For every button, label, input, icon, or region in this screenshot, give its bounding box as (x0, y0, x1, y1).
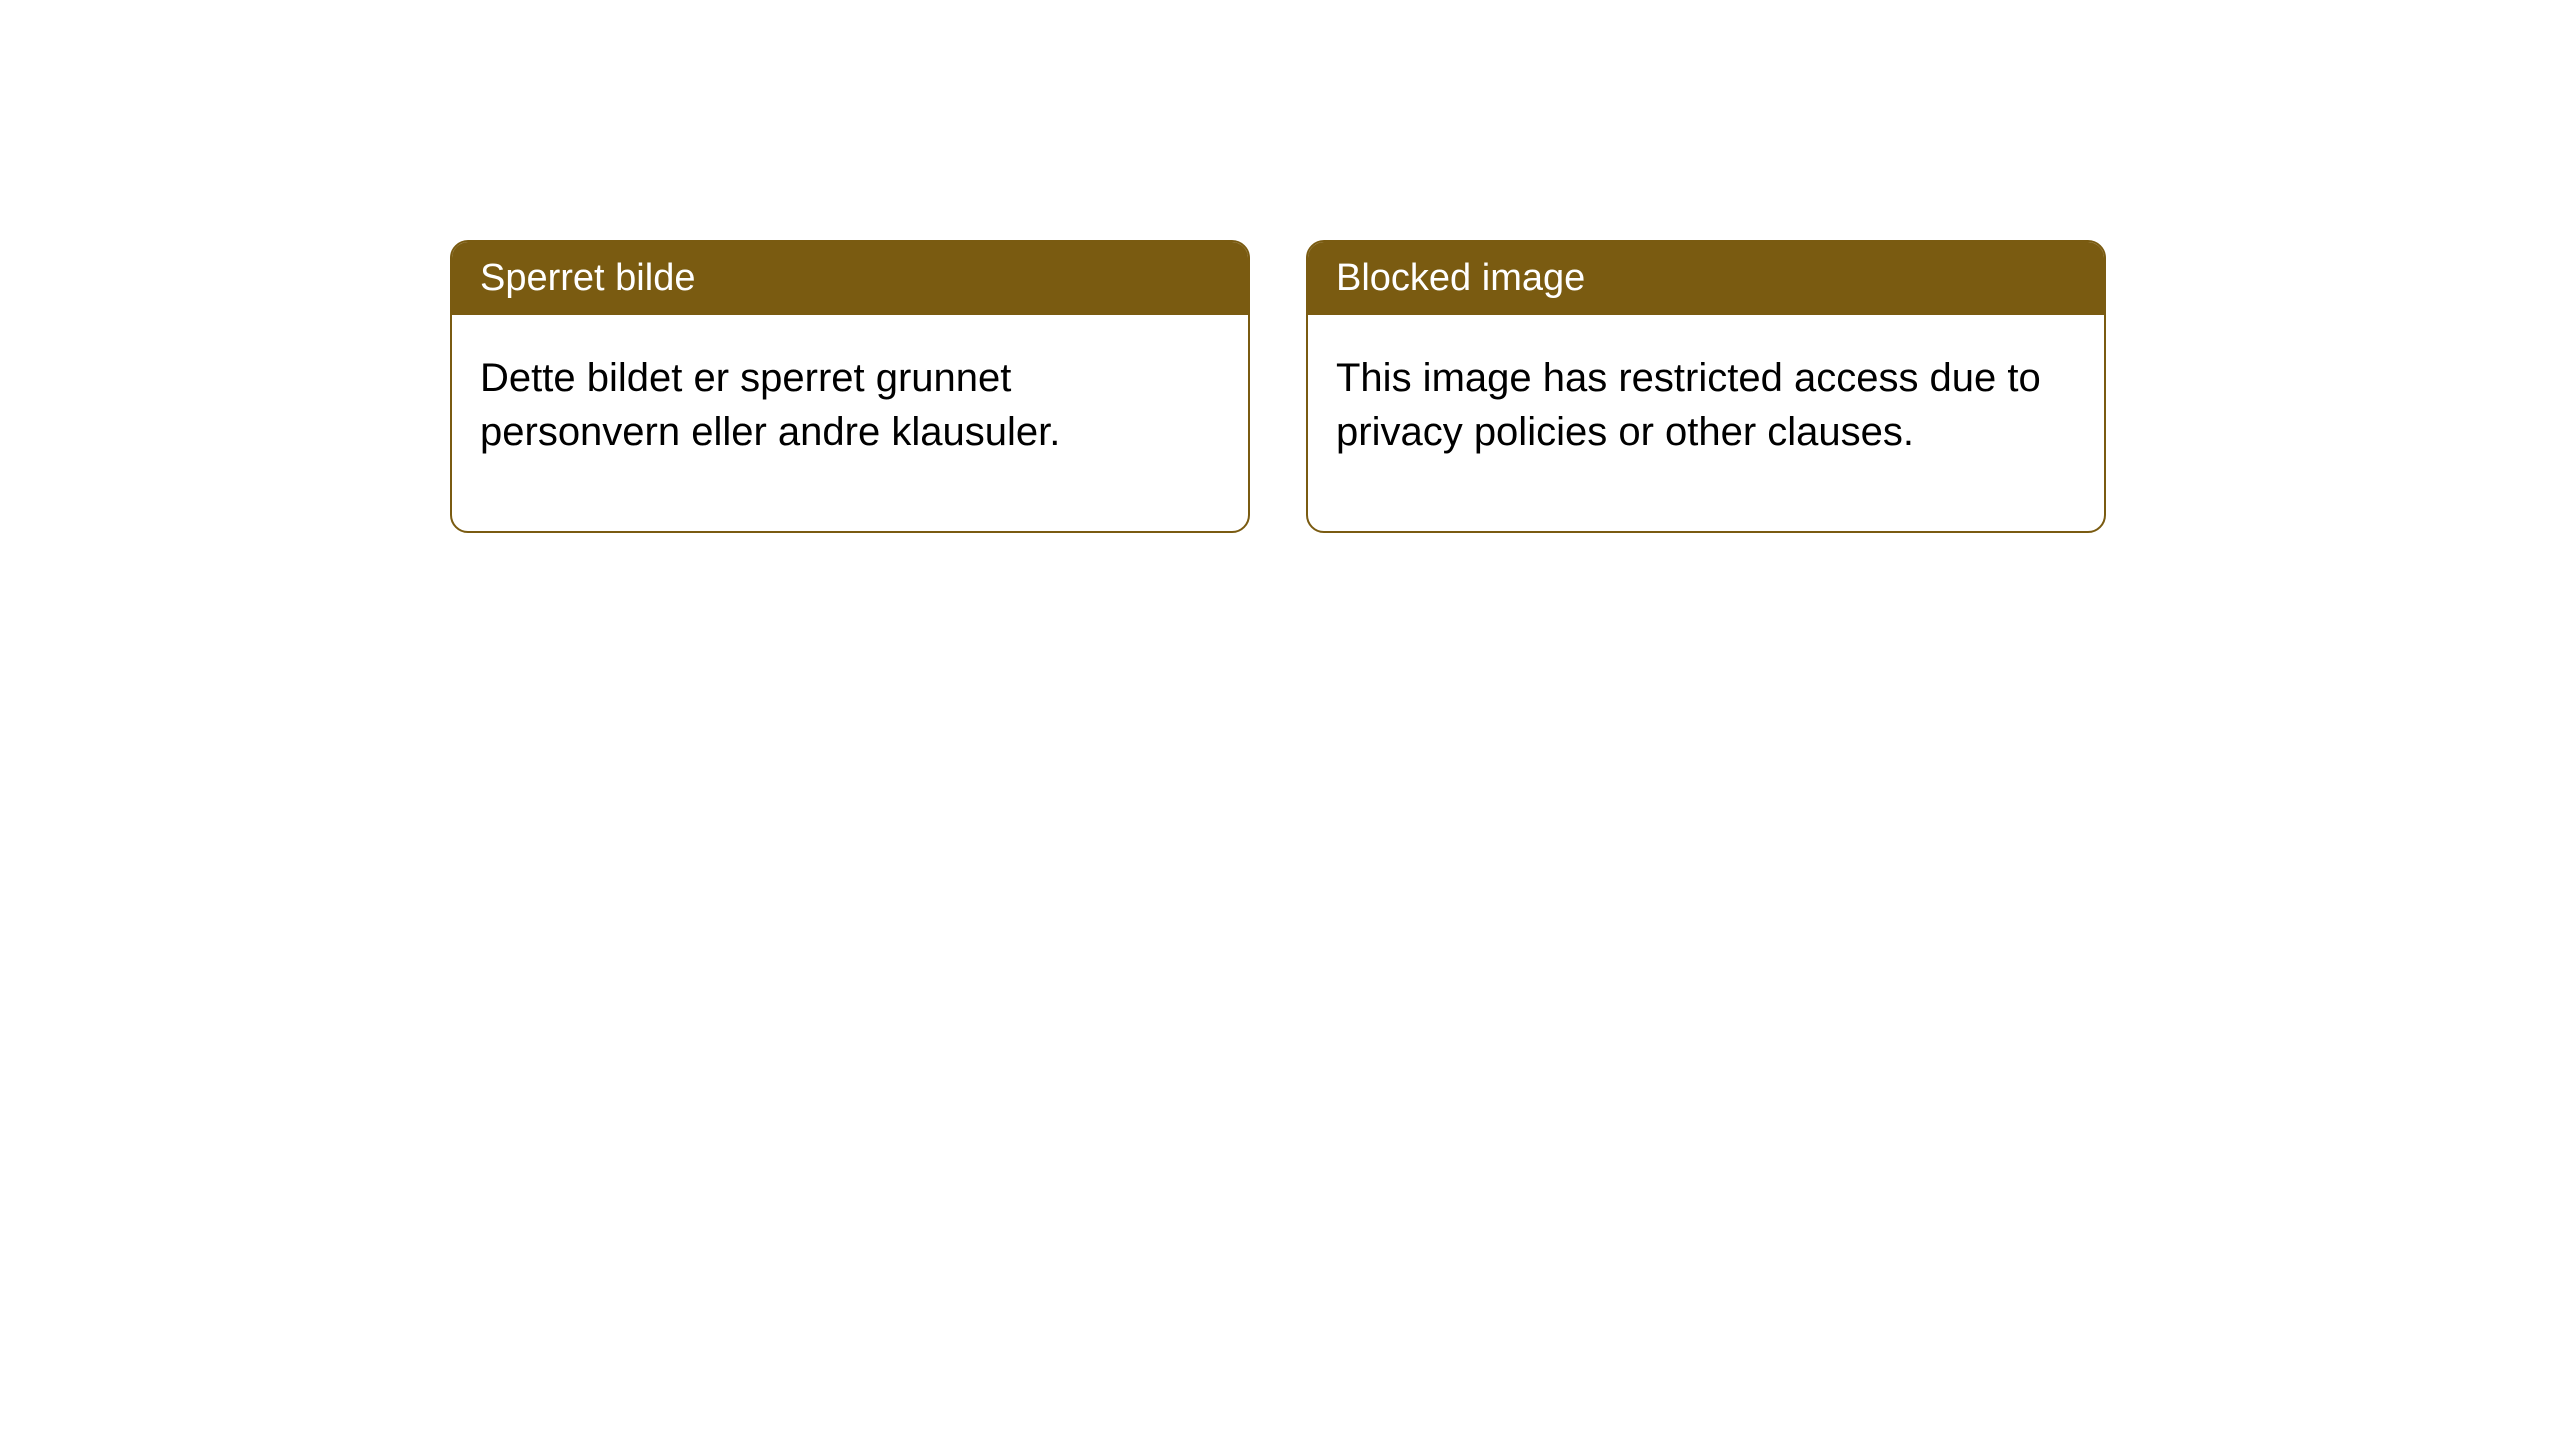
notice-card-english: Blocked image This image has restricted … (1306, 240, 2106, 533)
notice-header-norwegian: Sperret bilde (452, 242, 1248, 315)
notice-body-english: This image has restricted access due to … (1308, 315, 2104, 531)
notice-header-english: Blocked image (1308, 242, 2104, 315)
notice-container: Sperret bilde Dette bildet er sperret gr… (450, 240, 2106, 533)
notice-card-norwegian: Sperret bilde Dette bildet er sperret gr… (450, 240, 1250, 533)
notice-body-norwegian: Dette bildet er sperret grunnet personve… (452, 315, 1248, 531)
